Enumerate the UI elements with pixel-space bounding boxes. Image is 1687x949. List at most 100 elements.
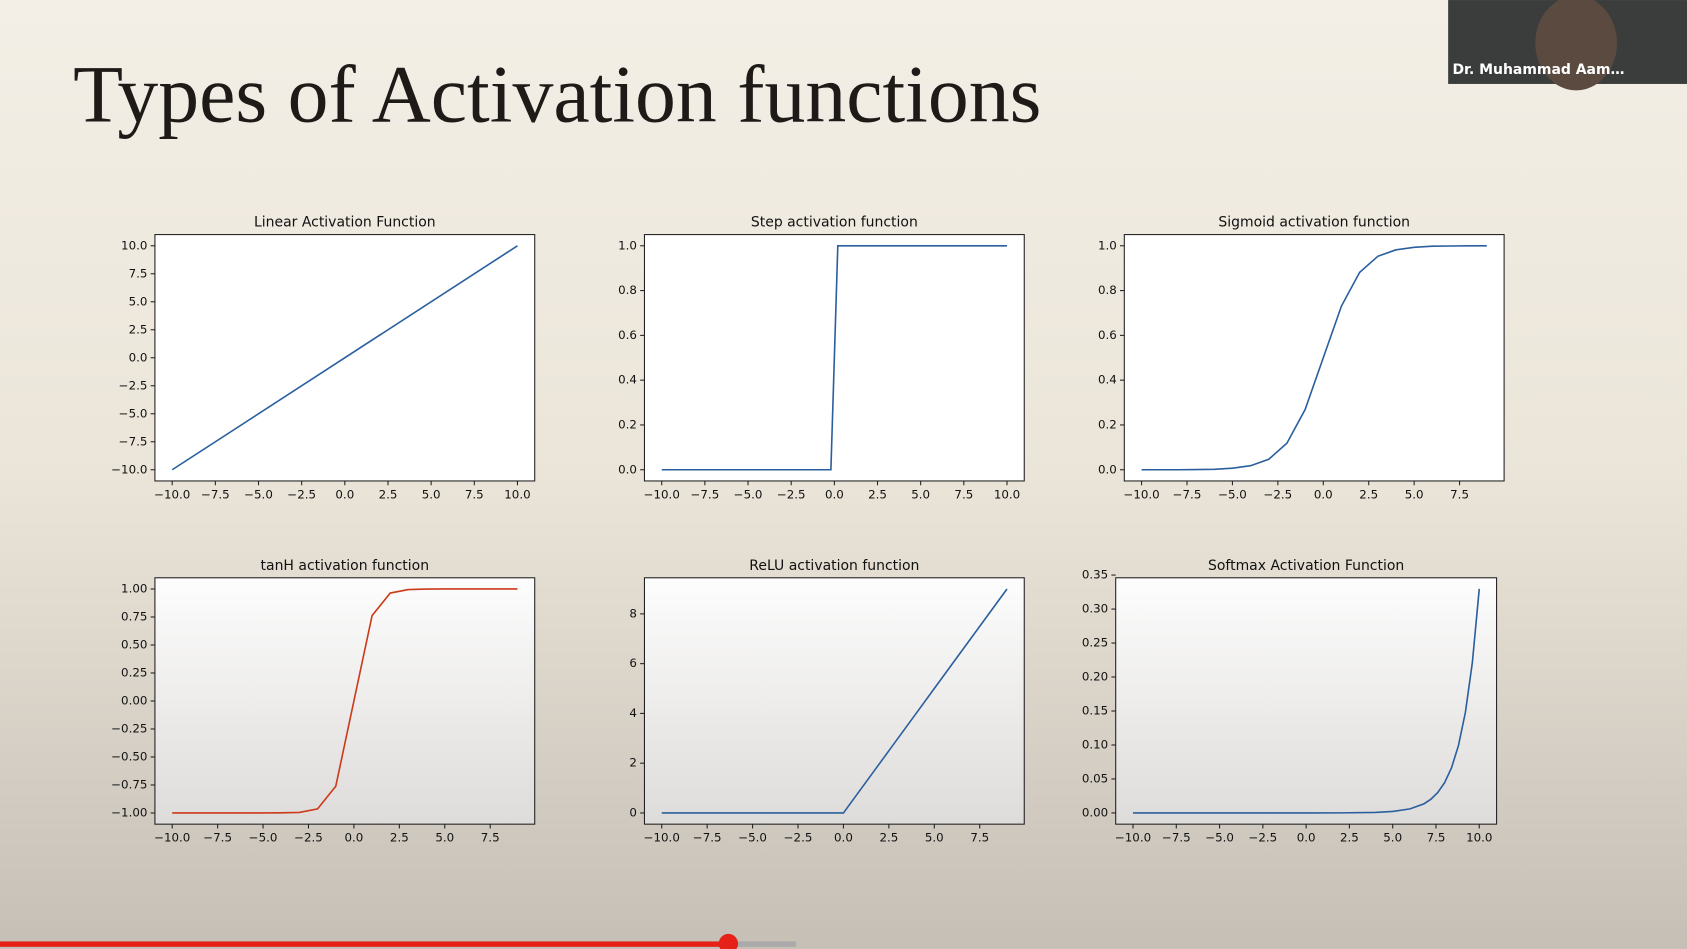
x-tick-label: 7.5 — [970, 831, 989, 845]
y-tick-label: 0.0 — [618, 462, 637, 476]
y-tick-label: 0.2 — [1098, 417, 1117, 431]
y-tick-label: −1.00 — [111, 805, 147, 819]
x-tick-label: −10.0 — [154, 831, 190, 845]
x-tick-label: −7.5 — [1173, 487, 1202, 501]
plot-area — [154, 577, 535, 825]
x-tick-label: 0.0 — [1314, 487, 1333, 501]
y-tick-label: 1.00 — [121, 581, 147, 595]
y-tick-label: 0.6 — [618, 328, 637, 342]
x-tick-label: 7.5 — [1427, 831, 1446, 845]
y-tick-label: 1.0 — [1098, 238, 1117, 252]
x-tick-label: −5.0 — [738, 831, 767, 845]
chart-title: Sigmoid activation function — [1218, 215, 1410, 231]
x-tick-label: −2.5 — [784, 831, 813, 845]
x-tick-label: −7.5 — [691, 487, 720, 501]
line — [1141, 244, 1487, 471]
x-tick-label: −5.0 — [249, 831, 278, 845]
y-tick-label: 0.75 — [121, 609, 147, 623]
x-tick-label: 2.5 — [868, 487, 887, 501]
x-tick-label: −10.0 — [644, 831, 680, 845]
chart-title: tanH activation function — [261, 558, 430, 574]
x-tick-label: 5.0 — [435, 831, 454, 845]
x-tick-label: −2.5 — [777, 487, 806, 501]
plot-area — [644, 577, 1025, 825]
x-tick-label: 7.5 — [465, 487, 484, 501]
y-tick-label: 0.6 — [1098, 328, 1117, 342]
y-tick-label: 0 — [629, 805, 637, 819]
x-tick-label: 0.0 — [1297, 831, 1316, 845]
y-tick-label: 0.15 — [1082, 704, 1108, 718]
x-tick-label: −7.5 — [201, 487, 230, 501]
plot-frame — [643, 577, 1025, 825]
line — [1133, 588, 1481, 814]
y-tick-label: 0.05 — [1082, 771, 1108, 785]
chart-title: Step activation function — [751, 215, 918, 231]
progress-bar — [0, 941, 729, 947]
x-tick-label: 0.0 — [345, 831, 364, 845]
x-tick-label: −2.5 — [1248, 831, 1277, 845]
y-tick-label: 0.00 — [121, 693, 147, 707]
plot-area — [1124, 234, 1505, 481]
x-tick-label: −10.0 — [1115, 831, 1151, 845]
y-tick-label: −10.0 — [111, 462, 147, 476]
x-tick-label: 5.0 — [925, 831, 944, 845]
x-tick-label: −5.0 — [734, 487, 763, 501]
x-tick-label: 7.5 — [481, 831, 500, 845]
x-tick-label: −7.5 — [1162, 831, 1191, 845]
x-tick-label: 10.0 — [1466, 831, 1492, 845]
slide-title: Types of Activation functions — [73, 49, 1041, 140]
y-tick-label: 2 — [629, 756, 637, 770]
line — [661, 588, 1008, 814]
x-tick-label: 10.0 — [994, 487, 1020, 501]
y-tick-label: 1.0 — [618, 238, 637, 252]
x-tick-label: −5.0 — [1205, 831, 1234, 845]
y-tick-label: 0.50 — [121, 637, 147, 651]
y-tick-label: 0.00 — [1082, 805, 1108, 819]
x-tick-label: 5.0 — [1405, 487, 1424, 501]
chart-title: ReLU activation function — [749, 558, 919, 574]
y-tick-label: 0.10 — [1082, 737, 1108, 751]
y-tick-label: 0.35 — [1082, 568, 1108, 582]
y-tick-label: 8 — [629, 606, 637, 620]
x-tick-label: −5.0 — [244, 487, 273, 501]
y-tick-label: −0.75 — [111, 777, 147, 791]
y-tick-label: 0.0 — [129, 350, 148, 364]
x-tick-label: −7.5 — [693, 831, 722, 845]
x-tick-label: 10.0 — [504, 487, 530, 501]
plot-frame — [154, 234, 536, 482]
x-tick-label: −2.5 — [294, 831, 323, 845]
plot-frame — [1123, 234, 1505, 482]
x-tick-label: 7.5 — [1450, 487, 1469, 501]
y-tick-label: 0.4 — [618, 373, 637, 387]
plot-area — [1115, 577, 1497, 825]
x-tick-label: 2.5 — [390, 831, 409, 845]
plot-frame — [154, 577, 536, 825]
scrubber[interactable] — [718, 933, 739, 949]
y-tick-label: 0.8 — [1098, 283, 1117, 297]
y-tick-label: 0.25 — [1082, 636, 1108, 650]
x-tick-label: 2.5 — [379, 487, 398, 501]
y-tick-label: 6 — [629, 656, 637, 670]
x-tick-label: 2.5 — [1340, 831, 1359, 845]
x-tick-label: 5.0 — [422, 487, 441, 501]
presenter-name: Dr. Muhammad Aam… — [1452, 62, 1624, 78]
y-tick-label: 0.20 — [1082, 670, 1108, 684]
presenter-figure — [1535, 0, 1618, 91]
y-tick-label: −0.25 — [111, 721, 147, 735]
x-tick-label: −7.5 — [203, 831, 232, 845]
x-tick-label: −10.0 — [154, 487, 190, 501]
x-tick-label: 2.5 — [1359, 487, 1378, 501]
y-tick-label: 7.5 — [129, 266, 148, 280]
x-tick-label: 5.0 — [911, 487, 930, 501]
x-tick-label: 7.5 — [954, 487, 973, 501]
y-tick-label: −5.0 — [119, 406, 148, 420]
y-tick-label: −2.5 — [119, 378, 148, 392]
y-tick-label: 0.0 — [1098, 462, 1117, 476]
x-tick-label: 0.0 — [825, 487, 844, 501]
x-tick-label: −5.0 — [1218, 487, 1247, 501]
x-tick-label: 5.0 — [1383, 831, 1402, 845]
y-tick-label: 0.25 — [121, 665, 147, 679]
y-tick-label: 0.8 — [618, 283, 637, 297]
